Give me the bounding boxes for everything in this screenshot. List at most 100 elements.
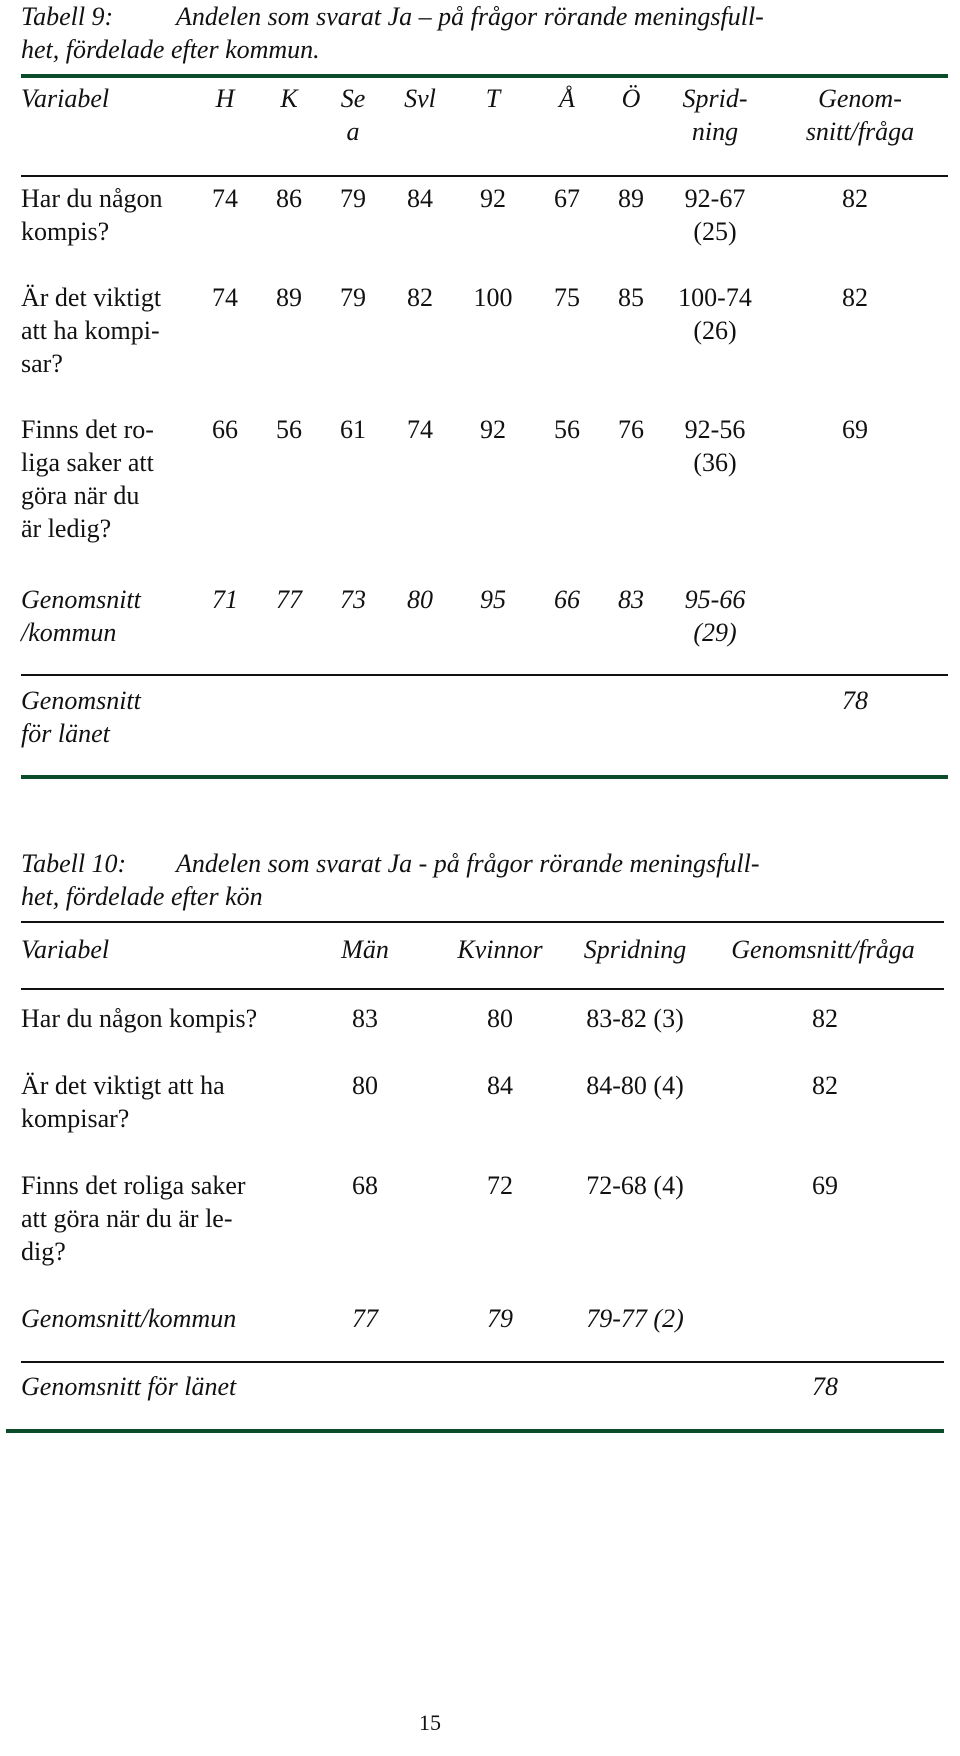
row-label: Genomsnitt för länet xyxy=(21,1372,237,1401)
cell-spread: 79-77 (2) xyxy=(586,1304,684,1333)
cell-se: 79 xyxy=(340,283,366,312)
cell-spread: 84-80 (4) xyxy=(586,1071,684,1100)
cell-women: 72 xyxy=(487,1171,513,1200)
cell-spread: 95-66 xyxy=(684,585,746,614)
row-label: att göra när du är le- xyxy=(21,1204,233,1233)
cell-aa: 75 xyxy=(554,283,580,312)
cell-spread-diff: (36) xyxy=(693,448,737,477)
table-10-caption-line1: Andelen som svarat Ja - på frågor rörand… xyxy=(176,849,760,878)
row-label: Är det viktigt xyxy=(21,283,162,312)
cell-women: 80 xyxy=(487,1004,513,1033)
row-label: Har du någon kompis? xyxy=(21,1004,258,1033)
cell-spread-diff: (26) xyxy=(693,316,737,345)
header-average: Genom- xyxy=(818,84,902,113)
page-number: 15 xyxy=(419,1710,441,1735)
cell-t: 92 xyxy=(480,184,506,213)
header-average-2: snitt/fråga xyxy=(805,117,915,146)
row-label: Genomsnitt xyxy=(21,585,141,614)
header-se: Se xyxy=(340,84,366,113)
cell-average: 69 xyxy=(842,415,868,444)
cell-se: 61 xyxy=(340,415,366,444)
table-9-header-rule xyxy=(21,175,948,177)
cell-svl: 80 xyxy=(407,585,433,614)
header-svl: Svl xyxy=(404,84,436,113)
cell-oe: 76 xyxy=(618,415,644,444)
table-10-rule xyxy=(21,1361,944,1363)
header-aa: Å xyxy=(559,84,575,113)
cell-h: 66 xyxy=(212,415,238,444)
cell-h: 71 xyxy=(212,585,238,614)
cell-t: 95 xyxy=(480,585,506,614)
cell-spread: 92-67 xyxy=(684,184,746,213)
row-label: kompis? xyxy=(21,217,110,246)
cell-average: 82 xyxy=(812,1071,838,1100)
row-label: Har du någon xyxy=(21,184,163,213)
table-10-bottom-rule xyxy=(6,1429,944,1433)
row-label: Finns det ro- xyxy=(21,415,154,444)
row-label: dig? xyxy=(21,1237,66,1266)
table-9-caption-line1: Andelen som svarat Ja – på frågor rörand… xyxy=(176,2,764,31)
cell-svl: 74 xyxy=(407,415,433,444)
table-9-caption-line2: het, fördelade efter kommun. xyxy=(21,35,320,64)
cell-women: 84 xyxy=(487,1071,513,1100)
cell-average: 82 xyxy=(842,283,868,312)
cell-k: 86 xyxy=(276,184,302,213)
row-label: Är det viktigt att ha xyxy=(21,1071,225,1100)
cell-se: 73 xyxy=(340,585,366,614)
cell-men: 83 xyxy=(352,1004,378,1033)
cell-spread-diff: (25) xyxy=(693,217,737,246)
row-label: /kommun xyxy=(21,618,117,647)
cell-h: 74 xyxy=(212,283,238,312)
cell-svl: 82 xyxy=(407,283,433,312)
cell-aa: 66 xyxy=(554,585,580,614)
cell-average: 69 xyxy=(812,1171,838,1200)
header-men: Män xyxy=(341,935,389,964)
row-label: göra när du xyxy=(21,481,140,510)
cell-spread: 100-74 xyxy=(678,283,752,312)
header-h: H xyxy=(215,84,235,113)
cell-k: 77 xyxy=(276,585,302,614)
cell-spread: 72-68 (4) xyxy=(586,1171,684,1200)
row-label: liga saker att xyxy=(21,448,154,477)
cell-aa: 67 xyxy=(554,184,580,213)
row-label: är ledig? xyxy=(21,514,112,543)
cell-average: 78 xyxy=(812,1372,838,1401)
header-variable: Variabel xyxy=(21,935,110,964)
table-10-top-rule xyxy=(21,921,944,923)
header-t: T xyxy=(485,84,501,113)
cell-oe: 83 xyxy=(618,585,644,614)
header-women: Kvinnor xyxy=(457,935,543,964)
cell-oe: 85 xyxy=(618,283,644,312)
table-10-header-rule xyxy=(21,988,944,990)
row-label: Finns det roliga saker xyxy=(21,1171,246,1200)
header-spread: Sprid- xyxy=(682,84,748,113)
row-label: Genomsnitt xyxy=(21,686,141,715)
cell-k: 89 xyxy=(276,283,302,312)
row-label: Genomsnitt/kommun xyxy=(21,1304,237,1333)
cell-h: 74 xyxy=(212,184,238,213)
header-variable: Variabel xyxy=(21,84,110,113)
table-9-rule xyxy=(21,674,948,676)
row-label: kompisar? xyxy=(21,1104,130,1133)
table-10-caption-label: Tabell 10: xyxy=(21,849,127,878)
table-10-caption-line2: het, fördelade efter kön xyxy=(21,882,263,911)
header-k: K xyxy=(280,84,298,113)
cell-men: 77 xyxy=(352,1304,378,1333)
cell-se: 79 xyxy=(340,184,366,213)
cell-women: 79 xyxy=(487,1304,513,1333)
table-9-bottom-rule xyxy=(21,775,948,779)
cell-spread: 83-82 (3) xyxy=(586,1004,684,1033)
cell-men: 68 xyxy=(352,1171,378,1200)
row-label: att ha kompi- xyxy=(21,316,160,345)
header-oe: Ö xyxy=(621,84,641,113)
cell-t: 92 xyxy=(480,415,506,444)
cell-average: 82 xyxy=(842,184,868,213)
table-9-top-rule xyxy=(21,74,948,78)
cell-t: 100 xyxy=(473,283,513,312)
header-spread-2: ning xyxy=(691,117,739,146)
cell-average: 78 xyxy=(842,686,868,715)
cell-average: 82 xyxy=(812,1004,838,1033)
cell-svl: 84 xyxy=(407,184,433,213)
cell-k: 56 xyxy=(276,415,302,444)
cell-oe: 89 xyxy=(618,184,644,213)
